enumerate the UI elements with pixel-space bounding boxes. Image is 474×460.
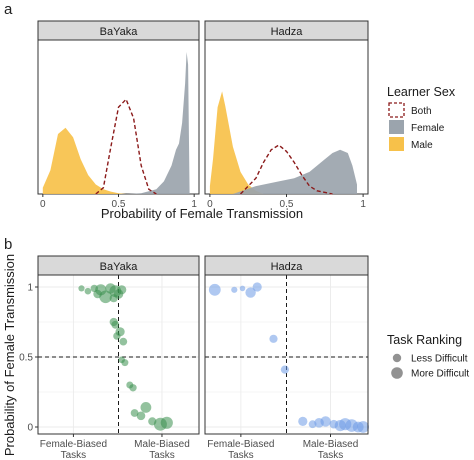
data-point	[208, 283, 221, 296]
y-tick-label: 0	[27, 423, 33, 434]
legend-title: Learner Sex	[387, 85, 456, 99]
legend-label: More Difficult	[411, 369, 469, 380]
facet-strip-label: BaYaka	[100, 261, 139, 273]
x-category-label: Female-Biased	[40, 439, 107, 450]
data-point	[231, 286, 238, 293]
x-category-label: Tasks	[318, 450, 344, 460]
y-tick-label: 1	[27, 283, 33, 294]
panel-a-facet-bayaka: BaYaka 0 0.5 1	[37, 20, 200, 210]
data-point	[109, 294, 118, 303]
plot-panel-border	[204, 274, 369, 435]
legend-swatch-both	[388, 102, 405, 118]
legend-swatch-male	[389, 137, 404, 151]
plot-panel-border	[37, 274, 200, 435]
data-point	[136, 411, 146, 421]
x-tick-label: 1	[360, 199, 366, 210]
data-point	[269, 334, 278, 343]
data-point	[113, 332, 121, 340]
data-point	[129, 384, 137, 392]
data-point	[117, 285, 127, 295]
data-point	[245, 287, 256, 298]
data-point	[252, 282, 262, 292]
panel-letter-a: a	[4, 1, 13, 18]
x-category-label: Tasks	[61, 450, 87, 460]
data-point	[130, 409, 139, 417]
data-point	[118, 356, 125, 364]
data-point	[111, 320, 120, 329]
panel-a-legend: Learner Sex Both Female Male	[387, 85, 456, 151]
panel-letter-b: b	[4, 236, 12, 253]
x-category-label: Male-Biased	[134, 439, 190, 450]
x-category-label: Female-Biased	[207, 439, 274, 450]
density-curve-both	[239, 144, 333, 195]
x-tick-label: 0.5	[280, 199, 294, 210]
data-point	[320, 416, 331, 427]
panel-b-y-axis-title: Probability of Female Transmission	[2, 254, 17, 456]
legend-swatch-female	[389, 120, 404, 134]
data-point	[280, 365, 289, 374]
panel-b-facet-bayaka: BaYakaFemale-BiasedTasksMale-BiasedTasks…	[19, 255, 200, 460]
x-tick-label: 0.5	[112, 199, 126, 210]
legend-title: Task Ranking	[387, 333, 462, 347]
panel-a-facet-hadza: Hadza 0 0.5 1	[204, 20, 369, 210]
density-area-female	[126, 52, 190, 194]
data-point	[84, 287, 92, 295]
data-point	[99, 290, 112, 304]
legend-label: Less Difficult	[411, 354, 468, 365]
legend-label: Male	[411, 140, 433, 151]
x-category-label: Male-Biased	[303, 439, 359, 450]
x-tick-label: 0	[40, 199, 46, 210]
density-area-male	[209, 91, 264, 194]
density-area-male	[42, 127, 134, 194]
facet-strip-label: Hadza	[271, 261, 304, 273]
x-tick-label: 0	[207, 199, 213, 210]
data-point	[140, 402, 152, 413]
legend-label: Female	[411, 123, 445, 134]
data-point	[357, 421, 369, 433]
legend-size-key-large	[391, 367, 403, 379]
x-category-label: Tasks	[228, 450, 254, 460]
y-tick-label: 0.5	[19, 353, 33, 364]
data-point	[239, 285, 246, 292]
data-point	[160, 416, 173, 429]
panel-a-x-axis-title: Probability of Female Transmission	[101, 206, 303, 221]
panel-b-legend: Task Ranking Less Difficult More Difficult	[387, 333, 469, 380]
x-tick-label: 1	[191, 199, 197, 210]
facet-strip-label: BaYaka	[100, 26, 139, 38]
data-point	[298, 416, 308, 426]
facet-strip-label: Hadza	[271, 26, 304, 38]
data-point	[78, 285, 85, 292]
data-point	[119, 337, 128, 346]
density-area-female	[232, 149, 357, 194]
x-category-label: Tasks	[149, 450, 175, 460]
legend-size-key-small	[392, 353, 402, 363]
legend-label: Both	[411, 106, 432, 117]
